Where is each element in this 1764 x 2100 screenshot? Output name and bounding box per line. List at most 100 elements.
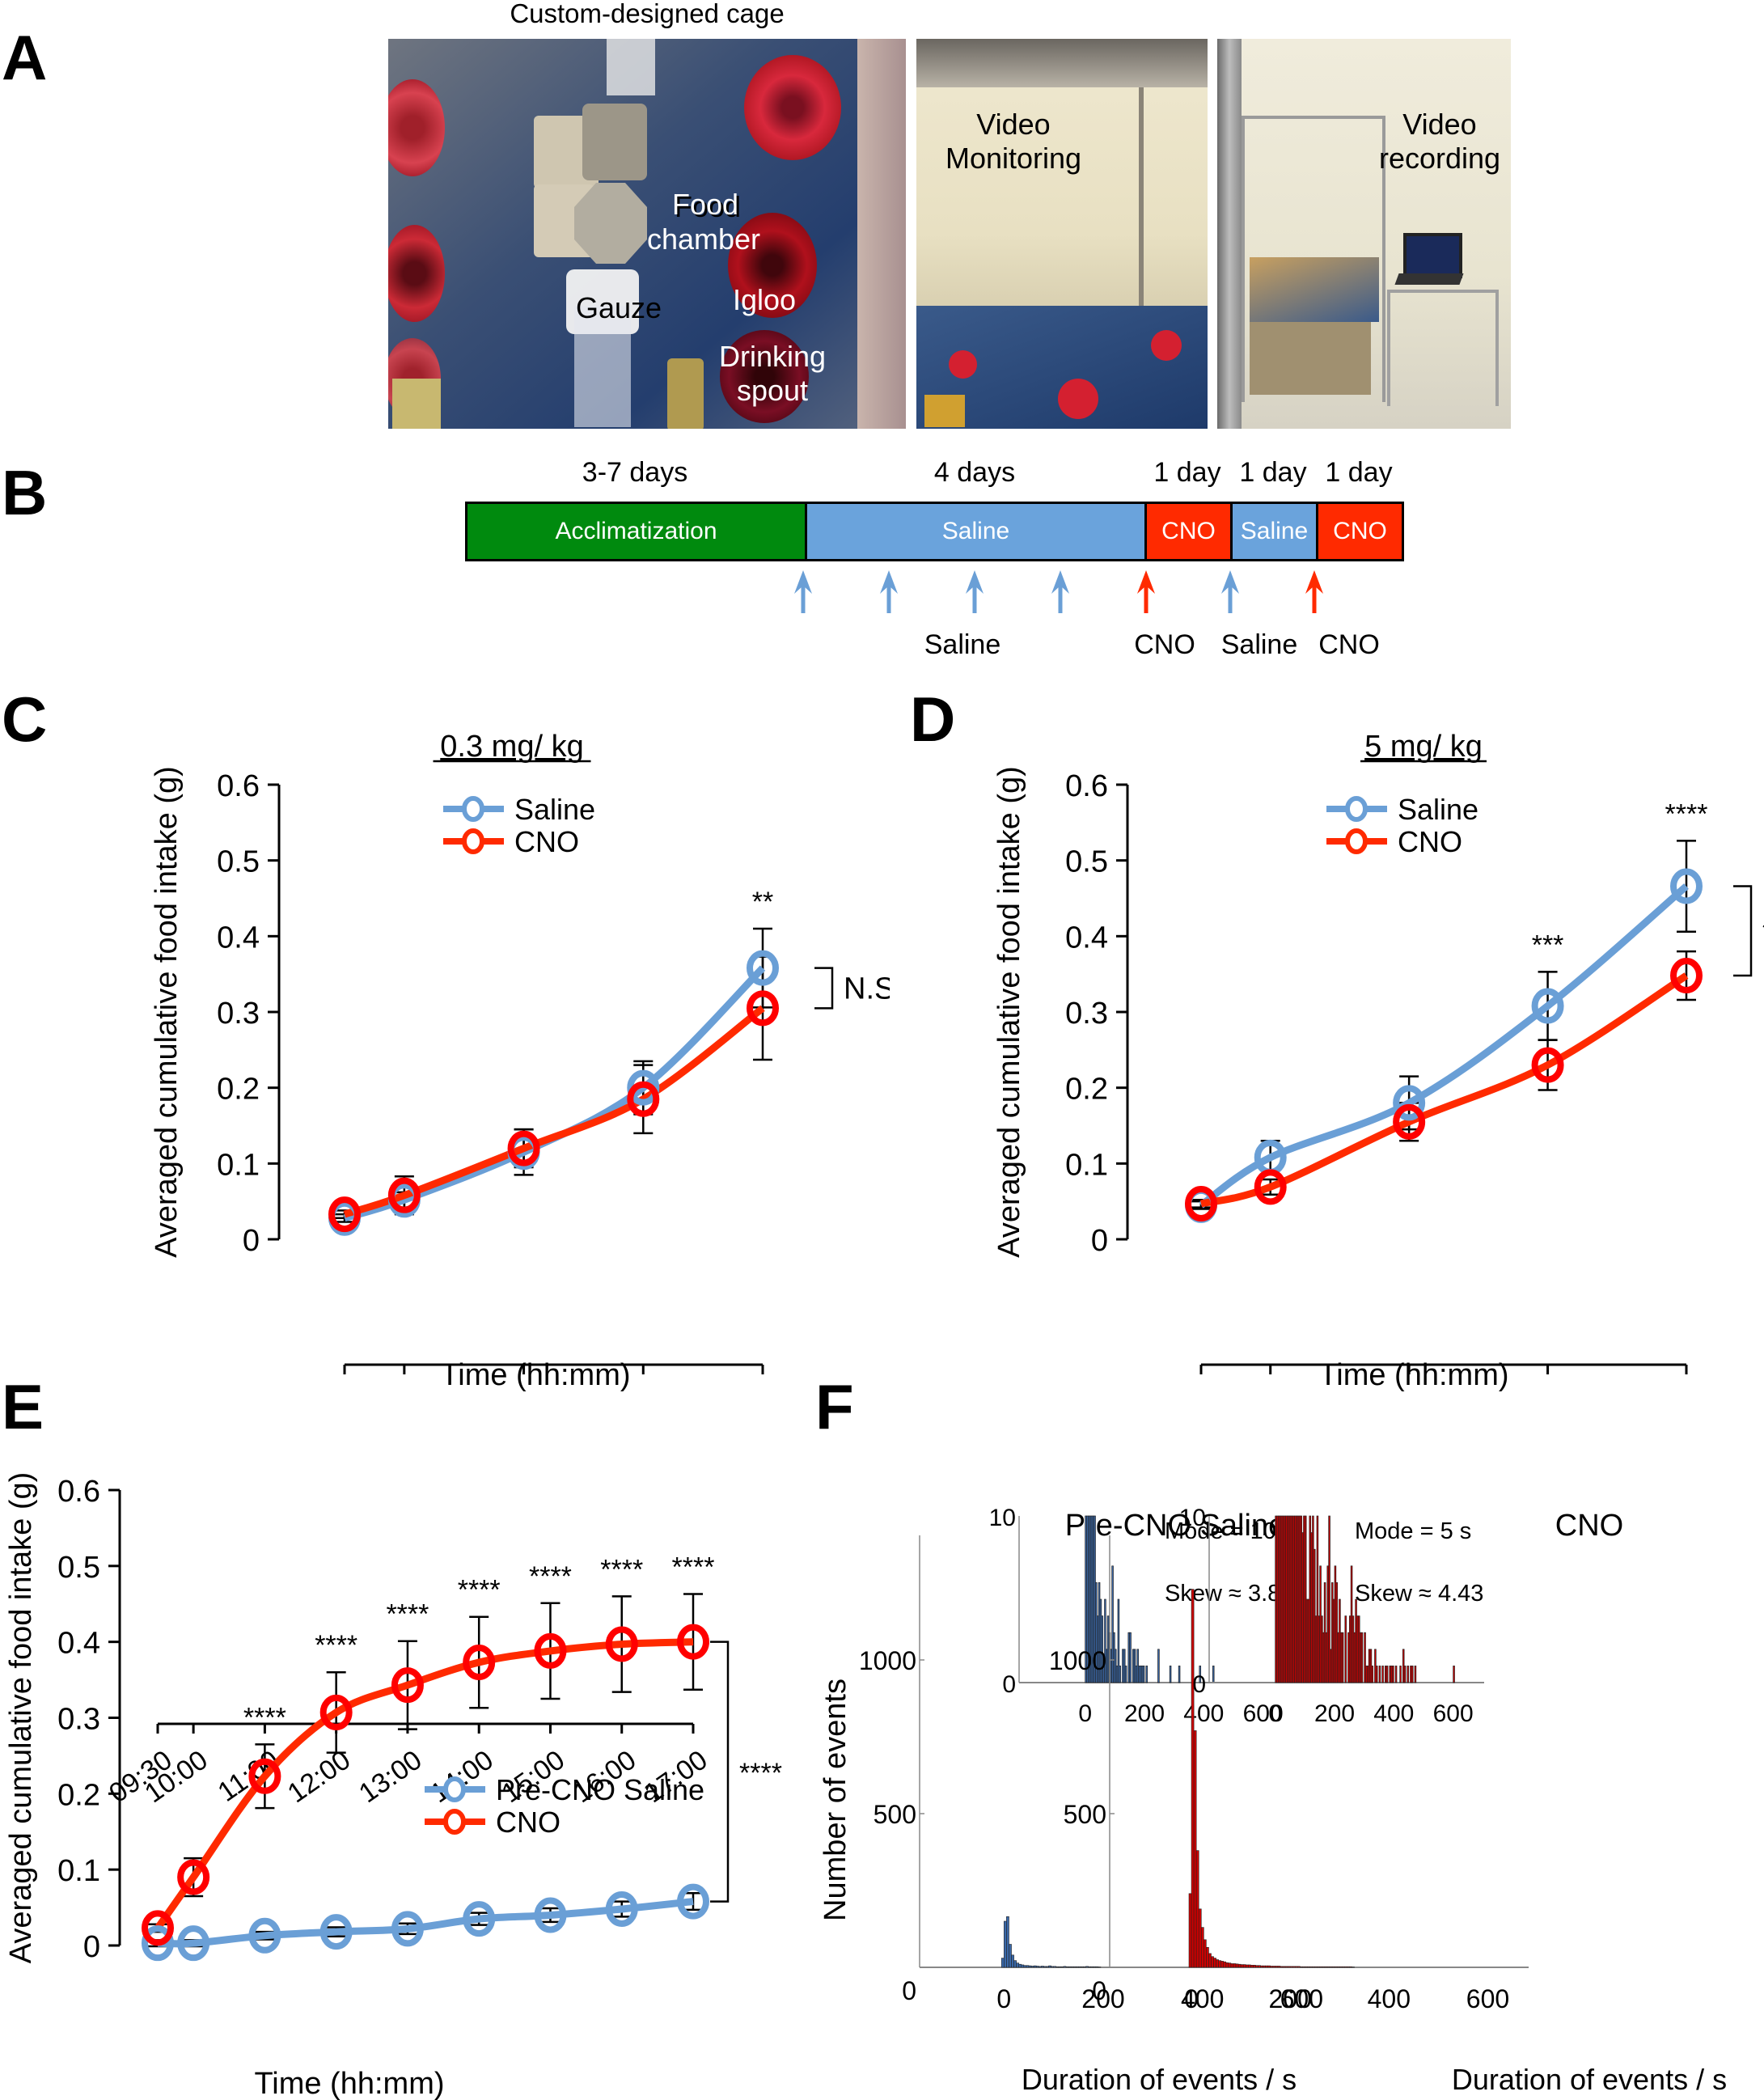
arrow-head-icon — [1221, 570, 1239, 594]
bottle-shape — [924, 395, 965, 427]
y-tick-label: 0.3 — [1065, 997, 1108, 1031]
histogram-bar — [1028, 1965, 1032, 1968]
data-point-saline — [1670, 868, 1703, 904]
histogram-bar — [1026, 1965, 1030, 1968]
significance-stars: **** — [600, 1554, 643, 1585]
inset-y-tick-label: 10 — [1179, 1505, 1206, 1531]
inset-histogram-bar — [1199, 1666, 1202, 1683]
chart-e: 0 0.1 0.2 0.3 0.4 0.5 0.6 Averaged cumulative f… — [4, 1472, 782, 2100]
legend-label: CNO — [514, 825, 579, 858]
inset-histogram-bar — [1101, 1615, 1104, 1683]
panel-letter-f: F — [815, 1371, 854, 1442]
histogram-bar — [1228, 1962, 1232, 1968]
label-spout: spout — [708, 374, 837, 408]
y-tick-label: 0.6 — [57, 1475, 100, 1509]
duration-label: 1 day — [1239, 457, 1307, 488]
inset-histogram-bar — [1142, 1666, 1145, 1683]
panel-letter-e: E — [2, 1371, 44, 1442]
cage-title: Custom-designed cage — [510, 0, 785, 28]
chart-title: 5 mg/ kg — [1364, 730, 1483, 764]
y-axis-label: Averaged cumulative food intake (g) — [150, 766, 184, 1258]
legend-label: CNO — [496, 1806, 561, 1839]
laptop-base — [1394, 273, 1464, 285]
inset-x-tick-label: 400 — [1183, 1700, 1224, 1727]
lamp-pole — [1139, 87, 1144, 346]
timeline-segment-cno: CNO — [1316, 502, 1404, 561]
histogram-bar — [1041, 1966, 1044, 1968]
significance-stars: **** — [529, 1561, 572, 1592]
label-recording-text: recording — [1378, 142, 1501, 175]
timeline-segment-cno: CNO — [1144, 502, 1233, 561]
inset-x-tick-label: 200 — [1124, 1700, 1165, 1727]
histogram-bar — [1253, 1965, 1256, 1968]
series-line-pre-cno-saline — [157, 1898, 694, 1948]
significance-stars: *** — [1532, 929, 1564, 960]
inset-histogram-bar — [1119, 1666, 1122, 1683]
inset-histogram-bar — [1411, 1666, 1414, 1683]
panel-letter-b: B — [2, 457, 48, 528]
timeline-segment-saline: Saline — [805, 502, 1147, 561]
histogram-bar — [1265, 1965, 1269, 1968]
duration-label: 1 day — [1153, 457, 1221, 488]
data-point-saline — [747, 950, 779, 986]
data-point-cno — [463, 1645, 496, 1681]
panel-letter-d: D — [910, 684, 956, 755]
y-tick-label: 0.3 — [217, 997, 260, 1031]
legend-marker — [443, 1809, 466, 1835]
recording-photo: Video recording — [1217, 39, 1511, 429]
histogram-bar — [1225, 1962, 1229, 1968]
inset-histogram-bar — [1104, 1598, 1106, 1683]
histogram-bar — [1267, 1965, 1271, 1968]
inset-histogram-bar — [1341, 1632, 1344, 1683]
photo-edge — [857, 39, 906, 429]
inset-histogram-bar — [1399, 1666, 1402, 1683]
y-axis-label: Averaged cumulative food intake (g) — [4, 1472, 38, 1964]
label-video-text: Video — [1402, 108, 1477, 141]
inset-x-tick-label: 400 — [1373, 1700, 1414, 1727]
y-tick-label: 0.2 — [217, 1073, 260, 1107]
igloo-shape — [1151, 330, 1182, 361]
chart-title: 0.3 mg/ kg — [440, 730, 583, 764]
data-point-saline — [627, 1069, 660, 1106]
y-tick-label: 0.5 — [57, 1551, 100, 1585]
duration-label: 1 day — [1325, 457, 1393, 488]
label-igloo-text: Igloo — [732, 283, 797, 316]
injection-label: CNO — [1318, 629, 1380, 660]
x-tick-label: 0 — [996, 1984, 1011, 2013]
histogram-bar — [1016, 1962, 1020, 1968]
y-tick-label: 0.4 — [1065, 921, 1108, 955]
x-axis-label: Time (hh:mm) — [440, 1358, 630, 1391]
histogram-bar — [1240, 1964, 1244, 1968]
shelf-boxes — [1250, 322, 1371, 395]
histogram-bar — [1250, 1965, 1254, 1968]
inset-histogram-bar — [1394, 1666, 1398, 1683]
data-point-pre-cno-saline — [319, 1914, 353, 1950]
label-chamber-text: chamber — [646, 222, 761, 256]
data-point-cno — [677, 1624, 709, 1660]
significance-bracket — [1733, 885, 1753, 977]
x-tick-label: 400 — [1368, 1984, 1411, 2013]
histogram-bar — [1021, 1964, 1025, 1968]
label-video-text: Video — [976, 108, 1051, 141]
histogram-bar — [1198, 1908, 1202, 1968]
data-point-cno — [319, 1694, 353, 1730]
histogram-bar — [1195, 1850, 1199, 1968]
label-drinking: Drinking — [708, 340, 837, 374]
x-tick-label: 600 — [1466, 1984, 1509, 2013]
y-tick-label: 1000 — [1049, 1646, 1106, 1675]
legend-marker — [1345, 796, 1368, 822]
histogram-bar — [1237, 1963, 1242, 1968]
histogram-title: CNO — [1555, 1509, 1623, 1543]
inset-histogram-bar — [1375, 1666, 1378, 1683]
chart-c: 0.3 mg/ kg 0 0.1 0.2 0.3 0.4 0.5 0.6 Averaged cu… — [150, 730, 890, 1391]
igloo-shape — [388, 79, 445, 176]
inset-histogram-bar — [1364, 1632, 1366, 1683]
histogram-bar — [1277, 1966, 1281, 1968]
skew-annotation: Skew ≈ 3.84 — [1165, 1581, 1293, 1607]
legend-label: CNO — [1398, 825, 1462, 858]
data-point-cno — [142, 1910, 174, 1946]
injection-label: Saline — [924, 629, 1001, 660]
histogram-bar — [1275, 1966, 1279, 1968]
inset-histogram-bar — [1371, 1666, 1374, 1683]
histogram-bar — [1220, 1961, 1225, 1968]
